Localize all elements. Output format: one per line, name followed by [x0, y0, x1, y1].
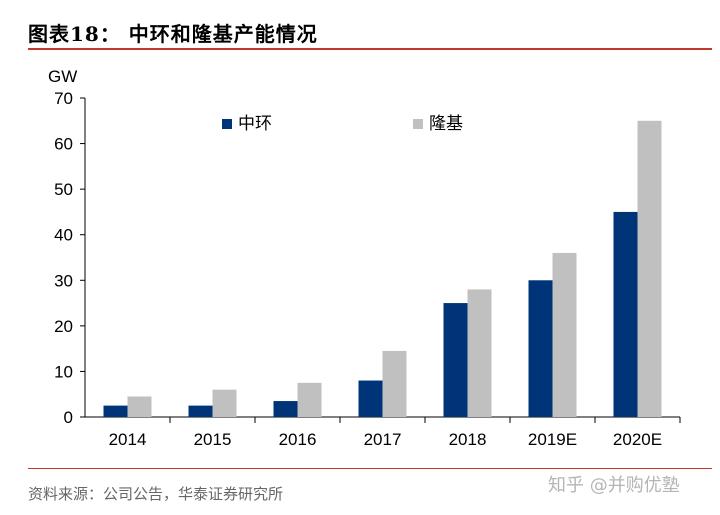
bar-series-2 [552, 252, 577, 417]
legend-swatch-series-2 [413, 119, 423, 129]
bar-series-1 [613, 211, 638, 417]
bar-series-1 [443, 303, 468, 417]
x-tick-label: 2014 [109, 430, 147, 449]
bar-series-1 [358, 380, 383, 417]
y-tick-label: 0 [64, 408, 73, 427]
y-tick-label: 40 [54, 226, 73, 245]
bar-series-2 [382, 350, 407, 417]
x-tick-label: 2015 [194, 430, 232, 449]
x-tick-label: 2020E [613, 430, 662, 449]
title-bar: 图表18： 中环和隆基产能情况 [28, 14, 712, 50]
x-tick-label: 2019E [528, 430, 577, 449]
bar-series-2 [637, 120, 662, 418]
bar-series-1 [528, 280, 553, 417]
y-tick-label: 30 [54, 271, 73, 290]
bar-series-2 [467, 289, 492, 417]
legend-label-series-1: 中环 [238, 114, 272, 134]
legend-swatch-series-1 [222, 119, 232, 129]
bar-series-2 [127, 396, 152, 417]
bar-series-2 [212, 389, 237, 417]
watermark-text: 知乎 @并购优塾 [548, 475, 680, 496]
page-title: 图表18： 中环和隆基产能情况 [28, 22, 318, 46]
bar-series-1 [188, 405, 213, 417]
y-tick-label: 70 [54, 89, 73, 108]
y-tick-label: 60 [54, 135, 73, 154]
legend-label-series-2: 隆基 [429, 114, 463, 134]
x-tick-label: 2017 [364, 430, 402, 449]
bar-series-2 [297, 382, 322, 417]
bar-series-1 [273, 401, 298, 417]
x-tick-label: 2018 [449, 430, 487, 449]
source-note: 资料来源：公司公告，华泰证券研究所 [28, 485, 284, 503]
y-tick-label: 50 [54, 180, 73, 199]
footer-divider [28, 468, 712, 469]
x-tick-label: 2016 [279, 430, 317, 449]
y-tick-label: 10 [54, 362, 73, 381]
bar-series-1 [103, 405, 128, 417]
y-tick-label: 20 [54, 317, 73, 336]
chart-area: 0 10 20 30 40 50 60 70 GW 2014 2015 2016 2017 2018 201… [0, 55, 720, 465]
y-axis-unit-label: GW [48, 67, 77, 86]
bar-chart: 0 10 20 30 40 50 60 70 GW 2014 2015 2016 2017 2018 201… [48, 67, 681, 449]
